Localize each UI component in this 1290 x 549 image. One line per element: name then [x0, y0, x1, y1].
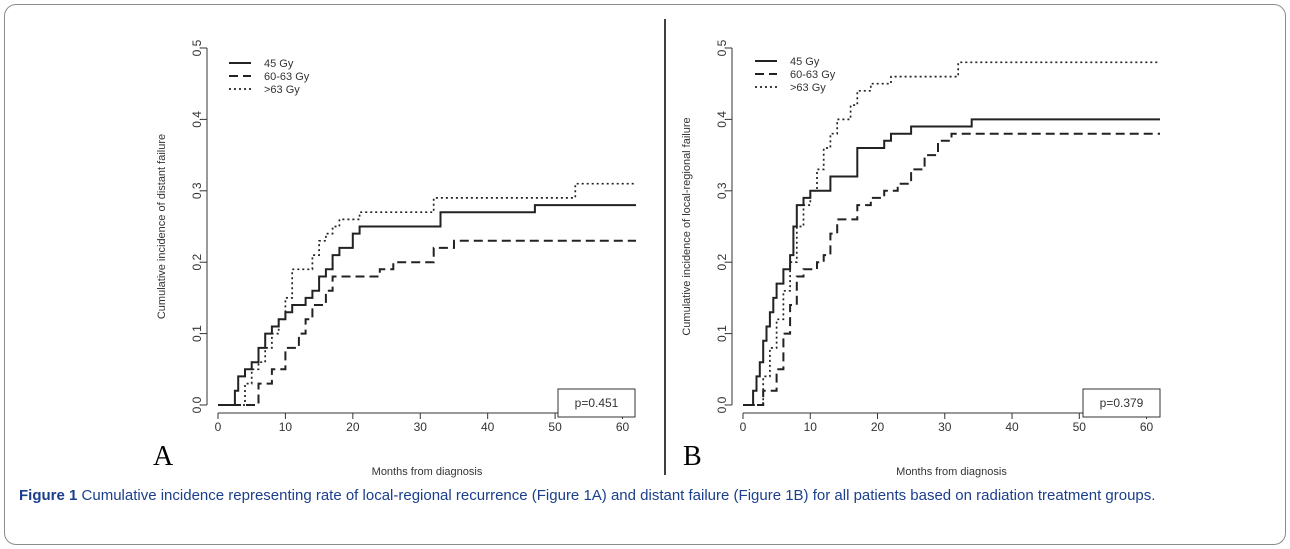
panel-b-series-line-1 [743, 118, 1160, 406]
panel-a-x-tick-label: 20 [346, 420, 360, 434]
panel-a-x-tick-label: 40 [481, 420, 495, 434]
panel-a-legend-label: 45 Gy [264, 58, 294, 70]
panel-b-y-tick-label: 0.3 [715, 182, 729, 199]
panel-b-x-tick-label: 10 [804, 420, 818, 434]
panel-b-y-tick-label: 0.2 [715, 254, 729, 271]
panel-a-x-axis-title: Months from diagnosis [372, 466, 483, 478]
panel-a-y-tick-label: 0.2 [190, 254, 204, 271]
panel-a-series-line-1 [218, 204, 636, 406]
panel-b-x-tick-label: 60 [1140, 420, 1154, 434]
panel-b-x-tick-label: 50 [1073, 420, 1087, 434]
panel-b-pvalue-box [1082, 388, 1161, 418]
panel-a-legend-label: >63 Gy [264, 84, 300, 96]
panel-a-series-line-3 [218, 182, 636, 406]
panel-b-legend-label: >63 Gy [790, 82, 826, 94]
panel-a-letter: A [153, 441, 174, 472]
figure-graphic: 0 10 20 30 40 50 60 0.0 0.1 0.2 0.3 0.4 0.5 Cumulativ… [153, 19, 1161, 478]
panel-b-x-tick-label: 40 [1005, 420, 1019, 434]
panel-b-pvalue-label: p=0.379 [1100, 396, 1144, 410]
panel-b-x-tick-label: 0 [740, 420, 747, 434]
panel-b-letter: B [683, 441, 702, 472]
panel-a-pvalue-box [557, 388, 636, 418]
panel-a-y-tick-label: 0.3 [190, 182, 204, 199]
panel-b-series-line-3 [743, 61, 1160, 406]
panel-a-legend-label: 60-63 Gy [264, 71, 310, 83]
panel-a-x-tick-label: 50 [548, 420, 562, 434]
panel-b-series-line-2 [743, 132, 1160, 406]
panel-b-y-tick-label: 0.1 [715, 325, 729, 342]
panel-a-y-tick-label: 0.0 [190, 396, 204, 413]
panel-a-x-tick-label: 60 [616, 420, 630, 434]
panel-a-series-line-2 [218, 239, 636, 406]
figure-caption: Figure 1 Cumulative incidence representi… [19, 484, 1277, 507]
panel-b-y-axis-title: Cumulative incidence of local-regional f… [681, 117, 693, 335]
caption-end: . [1151, 487, 1156, 504]
figure-frame: 0 10 20 30 40 50 60 0.0 0.1 0.2 0.3 0.4 0.5 Cumulativ… [4, 4, 1286, 545]
panel-a-y-tick-label: 0.1 [190, 325, 204, 342]
panel-a-x-tick-label: 0 [215, 420, 222, 434]
panel-a-y-tick-label: 0.5 [190, 39, 204, 56]
panel-b-y-tick-label: 0.4 [715, 111, 729, 128]
panel-b-legend-label: 60-63 Gy [790, 69, 836, 81]
panel-a-y-axis-title: Cumulative incidence of distant failure [156, 134, 168, 319]
panel-a-y-tick-label: 0.4 [190, 111, 204, 128]
panel-b-legend-label: 45 Gy [790, 56, 820, 68]
caption-lead: Figure 1 [19, 487, 78, 504]
panel-a-x-tick-label: 30 [414, 420, 428, 434]
panel-a-x-tick-label: 10 [279, 420, 293, 434]
panel-b-y-tick-label: 0.0 [715, 396, 729, 413]
panel-b-x-axis-title: Months from diagnosis [896, 466, 1007, 478]
caption-text: Cumulative incidence representing rate o… [81, 487, 1152, 504]
panel-a-pvalue-label: p=0.451 [575, 396, 619, 410]
panel-b-x-tick-label: 30 [938, 420, 952, 434]
panel-b-y-tick-label: 0.5 [715, 39, 729, 56]
panel-b-x-tick-label: 20 [871, 420, 885, 434]
